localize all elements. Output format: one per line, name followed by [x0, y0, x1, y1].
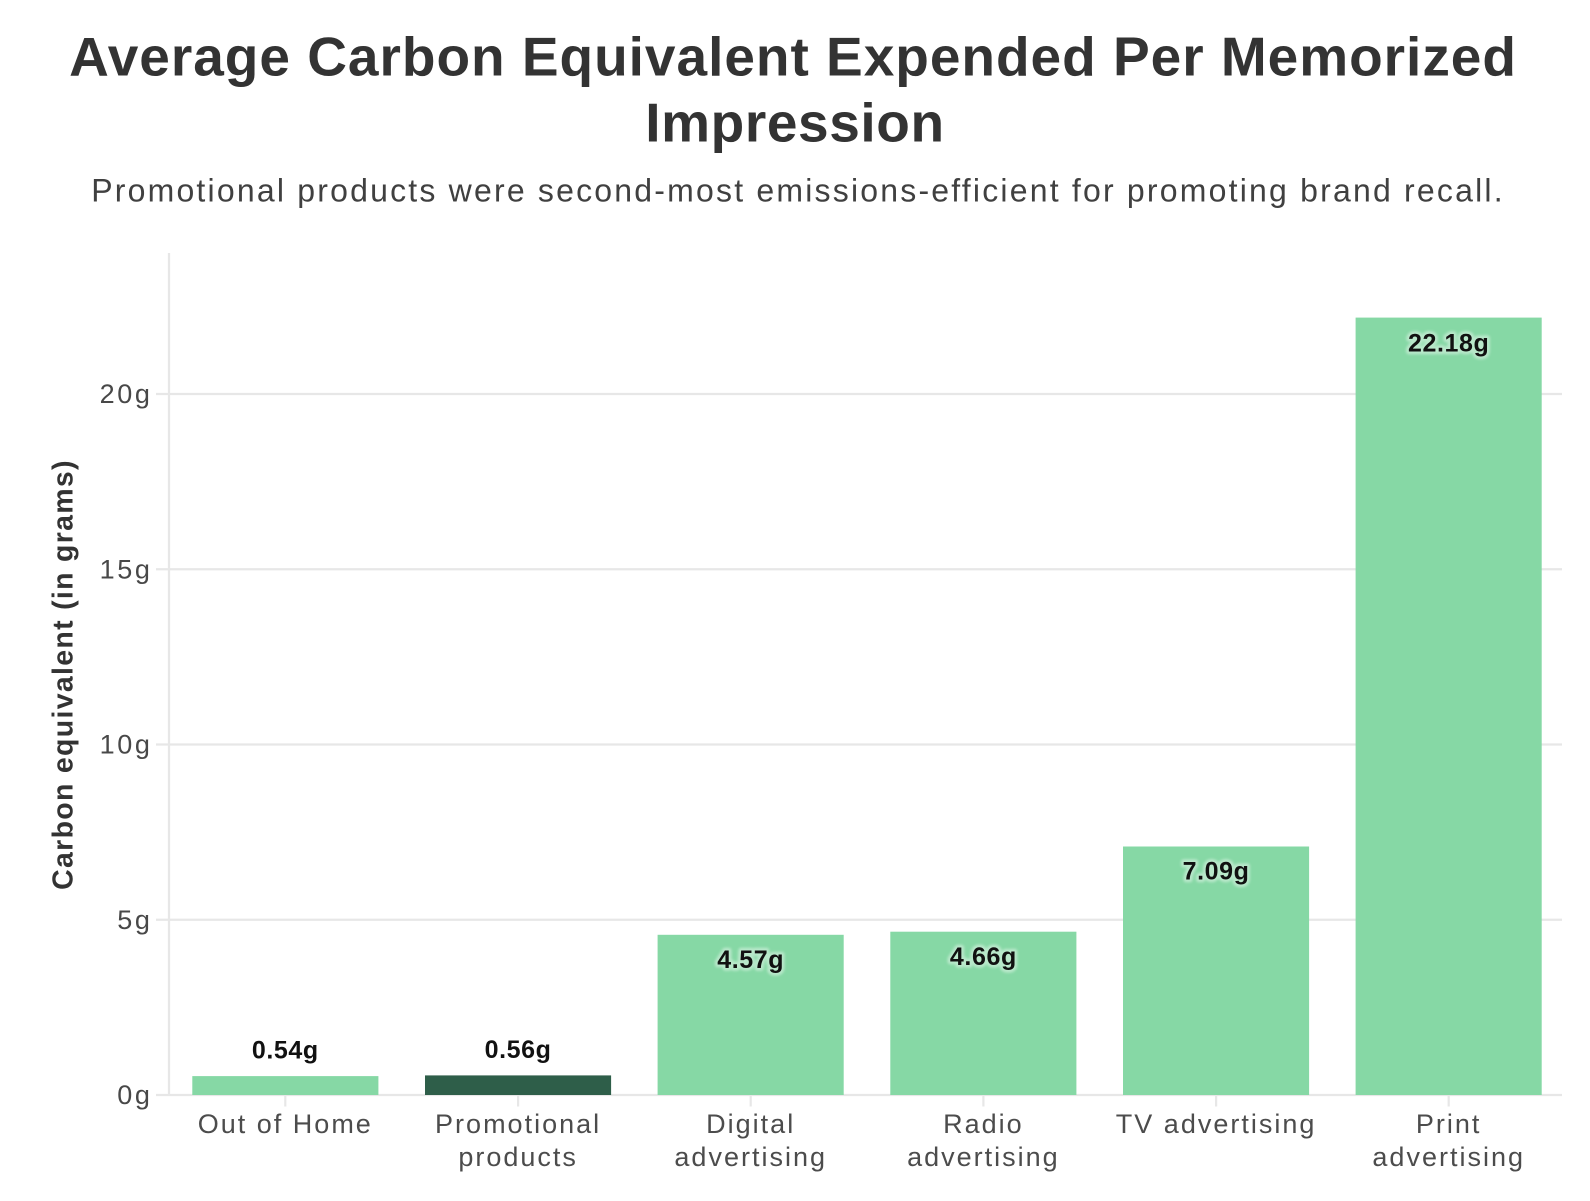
- svg-text:advertising: advertising: [907, 1142, 1060, 1172]
- svg-text:Average Carbon Equivalent Expe: Average Carbon Equivalent Expended Per M…: [69, 26, 1517, 88]
- svg-text:4.66g: 4.66g: [950, 943, 1017, 971]
- svg-text:4.57g: 4.57g: [717, 946, 784, 974]
- svg-text:Print: Print: [1416, 1109, 1482, 1139]
- svg-text:7.09g: 7.09g: [1183, 858, 1250, 886]
- svg-text:products: products: [458, 1142, 578, 1172]
- svg-text:TV advertising: TV advertising: [1116, 1109, 1317, 1139]
- svg-text:0.54g: 0.54g: [252, 1037, 319, 1065]
- svg-text:22.18g: 22.18g: [1408, 329, 1489, 357]
- svg-text:Impression: Impression: [645, 92, 944, 154]
- svg-text:5g: 5g: [117, 905, 152, 935]
- svg-text:15g: 15g: [100, 555, 153, 585]
- svg-text:20g: 20g: [100, 379, 153, 409]
- svg-text:advertising: advertising: [1372, 1142, 1525, 1172]
- svg-text:4.57g: 4.57g: [717, 946, 784, 974]
- svg-text:Out of Home: Out of Home: [198, 1109, 373, 1139]
- svg-text:10g: 10g: [100, 730, 153, 760]
- svg-text:4.66g: 4.66g: [950, 943, 1017, 971]
- svg-text:advertising: advertising: [674, 1142, 827, 1172]
- svg-text:Promotional: Promotional: [435, 1109, 601, 1139]
- svg-text:Radio: Radio: [943, 1109, 1024, 1139]
- svg-text:0g: 0g: [117, 1080, 152, 1110]
- svg-text:7.09g: 7.09g: [1183, 858, 1250, 886]
- svg-text:Carbon equivalent (in grams): Carbon equivalent (in grams): [48, 459, 80, 890]
- svg-text:0.56g: 0.56g: [485, 1036, 552, 1064]
- svg-text:Promotional products were seco: Promotional products were second-most em…: [91, 173, 1505, 209]
- svg-text:Digital: Digital: [706, 1109, 795, 1139]
- svg-text:22.18g: 22.18g: [1408, 329, 1489, 357]
